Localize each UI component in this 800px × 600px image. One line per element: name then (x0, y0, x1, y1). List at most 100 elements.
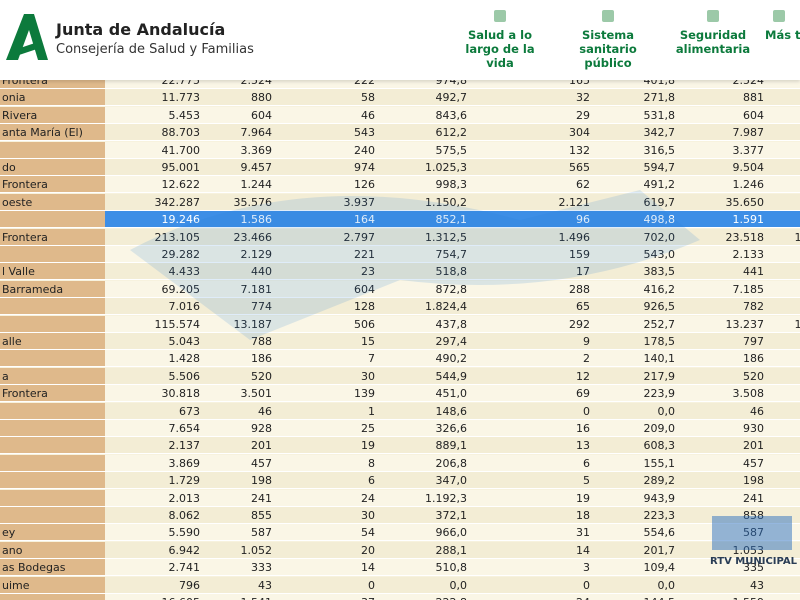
cell: 998,3 (379, 176, 471, 194)
cell: 457 (204, 454, 276, 472)
cell: 796 (105, 576, 204, 594)
cell: 7 (276, 350, 379, 368)
cell: 88.703 (105, 124, 204, 142)
cell: 326,6 (379, 420, 471, 437)
cell: 6 (276, 472, 379, 490)
cell: 95.001 (105, 159, 204, 176)
cell: 1.591 (679, 211, 768, 229)
cell: 9.504 (679, 159, 768, 176)
cell: 782 (679, 298, 768, 316)
cell: 491,2 (594, 176, 679, 194)
cell: 24 (471, 594, 594, 600)
nav-item[interactable]: Salud a lo largo de la vida (452, 10, 548, 70)
cell: 65 (471, 298, 594, 316)
cell: 1.244 (204, 176, 276, 194)
cell: 221 (276, 246, 379, 263)
cell: 8 (276, 454, 379, 472)
nav-item[interactable]: Sistema sanitario público (568, 10, 648, 70)
cell: 53 (768, 106, 800, 124)
row-name (0, 507, 105, 524)
cell: 186 (204, 350, 276, 368)
cell: 1.86 (768, 246, 800, 263)
cell: 0,0 (594, 576, 679, 594)
cell: 608,3 (594, 437, 679, 455)
row-name (0, 141, 105, 159)
nav-label: Más t (765, 28, 800, 42)
nav-item[interactable]: Más t (765, 10, 800, 42)
logo (6, 14, 48, 60)
cell: 201,7 (594, 541, 679, 559)
nav-icon (494, 10, 506, 22)
cell: 31 (471, 524, 594, 542)
cell: 437,8 (379, 315, 471, 333)
cell: 587 (204, 524, 276, 542)
cell: 7.987 (679, 124, 768, 142)
cell: 943,9 (594, 489, 679, 507)
cell: 23.466 (204, 228, 276, 246)
row-name (0, 298, 105, 316)
cell: 159 (471, 246, 594, 263)
cell: 2.121 (471, 193, 594, 211)
cell: 440 (204, 263, 276, 281)
nav-item[interactable]: Seguridad alimentaria (668, 10, 758, 56)
cell: 0,0 (594, 402, 679, 420)
cell: 3.30 (768, 385, 800, 403)
cell: 222,8 (379, 594, 471, 600)
cell: 543 (276, 124, 379, 142)
cell: 506 (276, 315, 379, 333)
cell: 797 (679, 333, 768, 350)
row-name: do (0, 159, 105, 176)
cell: 3.05 (768, 141, 800, 159)
row-name (0, 437, 105, 455)
row-name (0, 472, 105, 490)
cell: 35.650 (679, 193, 768, 211)
cell: 304 (471, 124, 594, 142)
cell: 520 (204, 367, 276, 385)
row-name: ey (0, 524, 105, 542)
cell: 43 (679, 576, 768, 594)
cell: 139 (276, 385, 379, 403)
cell: 18 (471, 507, 594, 524)
cell: 451,0 (379, 385, 471, 403)
row-name: onia (0, 89, 105, 107)
cell: 2.129 (204, 246, 276, 263)
cell: 35.576 (204, 193, 276, 211)
cell: 881 (679, 89, 768, 107)
cell: 347,0 (379, 472, 471, 490)
cell: 6 (471, 454, 594, 472)
cell: 594,7 (594, 159, 679, 176)
cell: 843,6 (379, 106, 471, 124)
cell: 889,1 (379, 437, 471, 455)
cell: 0 (471, 402, 594, 420)
cell: 128 (276, 298, 379, 316)
cell: 490,2 (379, 350, 471, 368)
cell: 4.433 (105, 263, 204, 281)
cell: 223,9 (594, 385, 679, 403)
cell: 62 (471, 176, 594, 194)
cell: 966,0 (379, 524, 471, 542)
cell: 289,2 (594, 472, 679, 490)
cell: 3.937 (276, 193, 379, 211)
cell: 13.187 (204, 315, 276, 333)
cell: 7.181 (204, 280, 276, 298)
cell: 140,1 (594, 350, 679, 368)
cell: 1.541 (204, 594, 276, 600)
cell: 0,0 (379, 576, 471, 594)
nav-label: Salud a lo largo de la vida (465, 28, 535, 70)
cell: 3.508 (679, 385, 768, 403)
nav-label: Sistema sanitario público (579, 28, 637, 70)
cell: 1.150,2 (379, 193, 471, 211)
cell: 241 (679, 489, 768, 507)
cell: 16 (471, 420, 594, 437)
cell: 55 (768, 524, 800, 542)
cell: 0 (471, 576, 594, 594)
cell: 271,8 (594, 89, 679, 107)
cell: 1.559 (679, 594, 768, 600)
cell: 29 (471, 106, 594, 124)
cell: 612,2 (379, 124, 471, 142)
cell: 1.025,3 (379, 159, 471, 176)
cell: 14 (471, 541, 594, 559)
cell: 2.741 (105, 559, 204, 577)
site-header: Junta de Andalucía Consejería de Salud y… (0, 0, 800, 80)
